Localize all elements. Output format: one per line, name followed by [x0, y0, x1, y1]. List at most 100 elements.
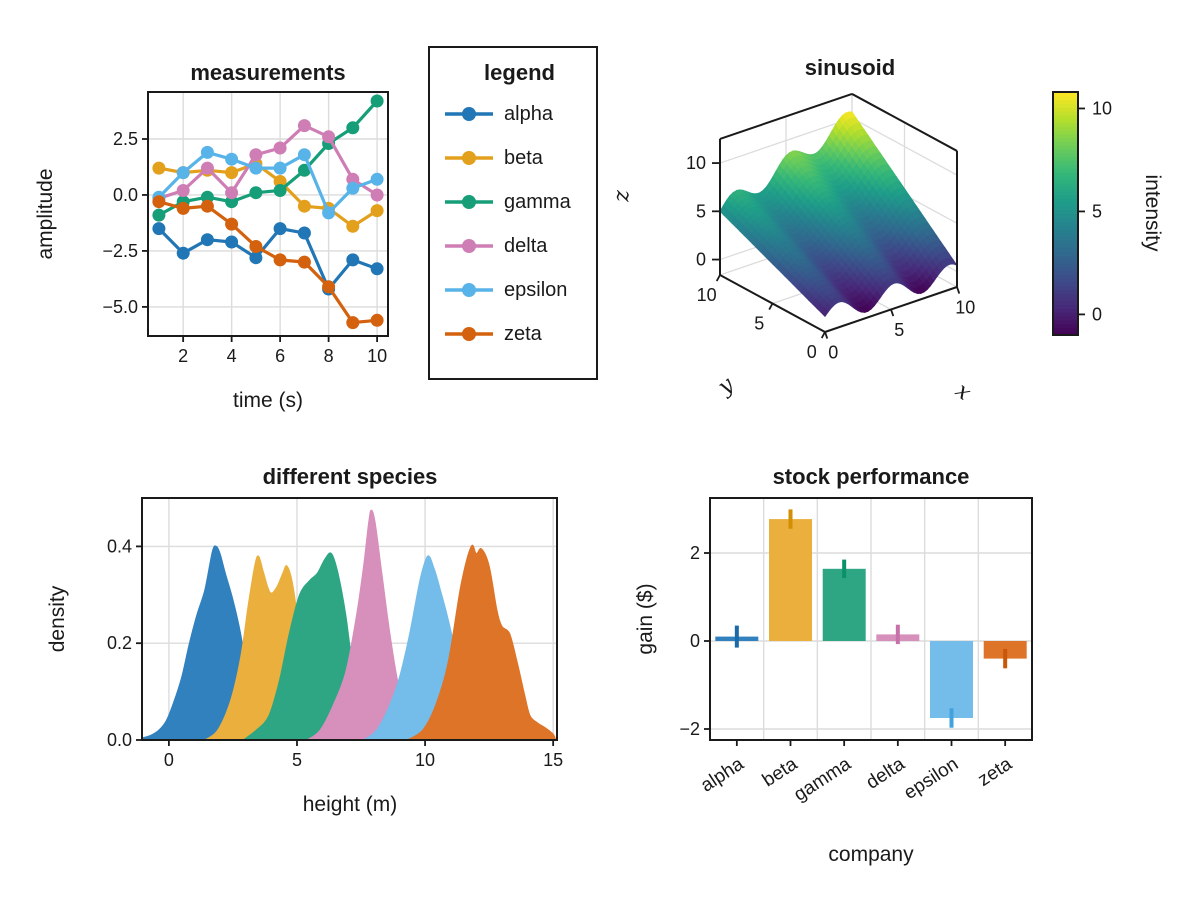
z-tick-label: 5 — [696, 201, 706, 221]
species-ylabel: density — [46, 585, 69, 653]
colorbar-segment — [1053, 304, 1078, 310]
marker-zeta — [322, 280, 336, 294]
bar-beta — [769, 519, 812, 641]
species-title: different species — [262, 464, 438, 489]
legend-dot — [462, 327, 476, 341]
legend-label: zeta — [504, 322, 542, 345]
legend-box: legend alpha beta gamma delta epsilon zeta — [428, 46, 598, 380]
measurements-plot-area: 2 4 6 8 10 2.5 0.0 −2.5 −5.0 — [102, 91, 389, 366]
legend-marker-gamma — [445, 195, 493, 209]
marker-beta — [225, 166, 239, 180]
axes-box — [141, 497, 558, 741]
marker-zeta — [273, 253, 287, 267]
colorbar-segment — [1053, 175, 1078, 180]
x-tick-label-alpha: alpha — [697, 753, 748, 796]
y-tick-label: 0 — [690, 631, 700, 651]
series-line-epsilon — [157, 150, 378, 216]
colorbar-segment — [1053, 152, 1078, 158]
sinusoid-plot-area: 0 5 10 0 5 10 0 5 10 0 5 10 — [686, 91, 1112, 363]
x-tick — [956, 286, 961, 294]
legend-dot — [462, 107, 476, 121]
y-tick-label: 0.0 — [113, 185, 138, 205]
measurements-xlabel: time (s) — [233, 389, 303, 412]
marker-epsilon — [273, 161, 287, 175]
marker-delta — [370, 188, 384, 202]
x-tick — [890, 309, 895, 317]
colorbar-segment — [1053, 95, 1078, 101]
surface-quad — [820, 307, 829, 318]
x-tick-label: 4 — [227, 346, 237, 366]
marker-alpha — [346, 253, 360, 267]
colorbar-segment — [1053, 217, 1078, 222]
marker-delta — [273, 141, 287, 155]
x-tick-label: 10 — [415, 750, 435, 770]
legend-entry-beta: beta — [443, 136, 596, 180]
legend-entry-gamma: gamma — [443, 180, 596, 224]
colorbar-segment — [1053, 183, 1078, 188]
colorbar-segment — [1053, 99, 1078, 104]
species-xlabel: height (m) — [302, 793, 398, 816]
marker-delta — [200, 161, 214, 175]
colorbar-segment — [1053, 255, 1078, 260]
marker-alpha — [297, 226, 311, 240]
stocks-ylabel: gain ($) — [634, 583, 657, 655]
colorbar-segment — [1053, 236, 1078, 241]
x-tick-label: 15 — [543, 750, 563, 770]
colorbar-segment — [1053, 312, 1078, 317]
colorbar-segment — [1053, 141, 1078, 146]
marker-delta — [176, 184, 190, 197]
x-tick-label: 10 — [367, 346, 387, 366]
marker-epsilon — [176, 166, 190, 180]
stocks-xlabel: company — [828, 843, 914, 866]
marker-epsilon — [297, 148, 311, 162]
marker-zeta — [370, 313, 384, 327]
colorbar-segment — [1053, 240, 1078, 245]
series-line-gamma — [158, 99, 379, 217]
marker-epsilon — [249, 161, 263, 175]
colorbar-segment — [1053, 285, 1078, 291]
marker-delta — [249, 148, 263, 162]
marker-beta — [152, 161, 166, 175]
colorbar-segment — [1053, 118, 1078, 123]
colorbar-segment — [1053, 209, 1078, 215]
marker-delta — [225, 186, 239, 200]
legend-entry-delta: delta — [443, 224, 596, 268]
marker-zeta — [152, 195, 166, 209]
colorbar-label: intensity — [1141, 174, 1164, 252]
legend-dot — [462, 151, 476, 165]
x-tick-label: 10 — [955, 298, 975, 318]
marker-beta — [297, 199, 311, 213]
x-tick-label: 5 — [292, 750, 302, 770]
marker-beta — [370, 204, 384, 218]
colorbar-segment — [1053, 293, 1078, 298]
colorbar-segment — [1053, 281, 1078, 287]
colorbar-segment — [1053, 156, 1078, 161]
colorbar-segment — [1053, 190, 1078, 196]
colorbar-segment — [1053, 164, 1078, 169]
marker-gamma — [225, 195, 239, 209]
colorbar-tick-label: 10 — [1092, 98, 1112, 118]
series-line-alpha — [157, 226, 378, 293]
measurements-ylabel: amplitude — [34, 168, 57, 260]
x-tick-label: 6 — [275, 346, 285, 366]
marker-zeta — [249, 240, 263, 253]
x-tick-label-epsilon: epsilon — [900, 754, 962, 804]
y-tick-label: 0.2 — [107, 633, 132, 653]
colorbar-segment — [1053, 171, 1078, 177]
marker-alpha — [152, 222, 166, 236]
series-line-zeta — [158, 200, 378, 325]
legend-marker-epsilon — [445, 283, 493, 297]
legend-dot — [462, 239, 476, 253]
y-tick-label: 5 — [754, 314, 764, 334]
colorbar-segment — [1053, 232, 1078, 237]
legend-dot — [462, 195, 476, 209]
marker-gamma — [152, 208, 166, 222]
marker-zeta — [200, 199, 214, 213]
colorbar-segment — [1053, 129, 1078, 135]
legend-entry-alpha: alpha — [443, 92, 596, 136]
legend-entries: alpha beta gamma delta epsilon zeta — [443, 92, 596, 356]
marker-alpha — [200, 233, 214, 247]
legend-dot — [462, 283, 476, 297]
colorbar-segment — [1053, 247, 1078, 253]
colorbar-segment — [1053, 297, 1078, 302]
